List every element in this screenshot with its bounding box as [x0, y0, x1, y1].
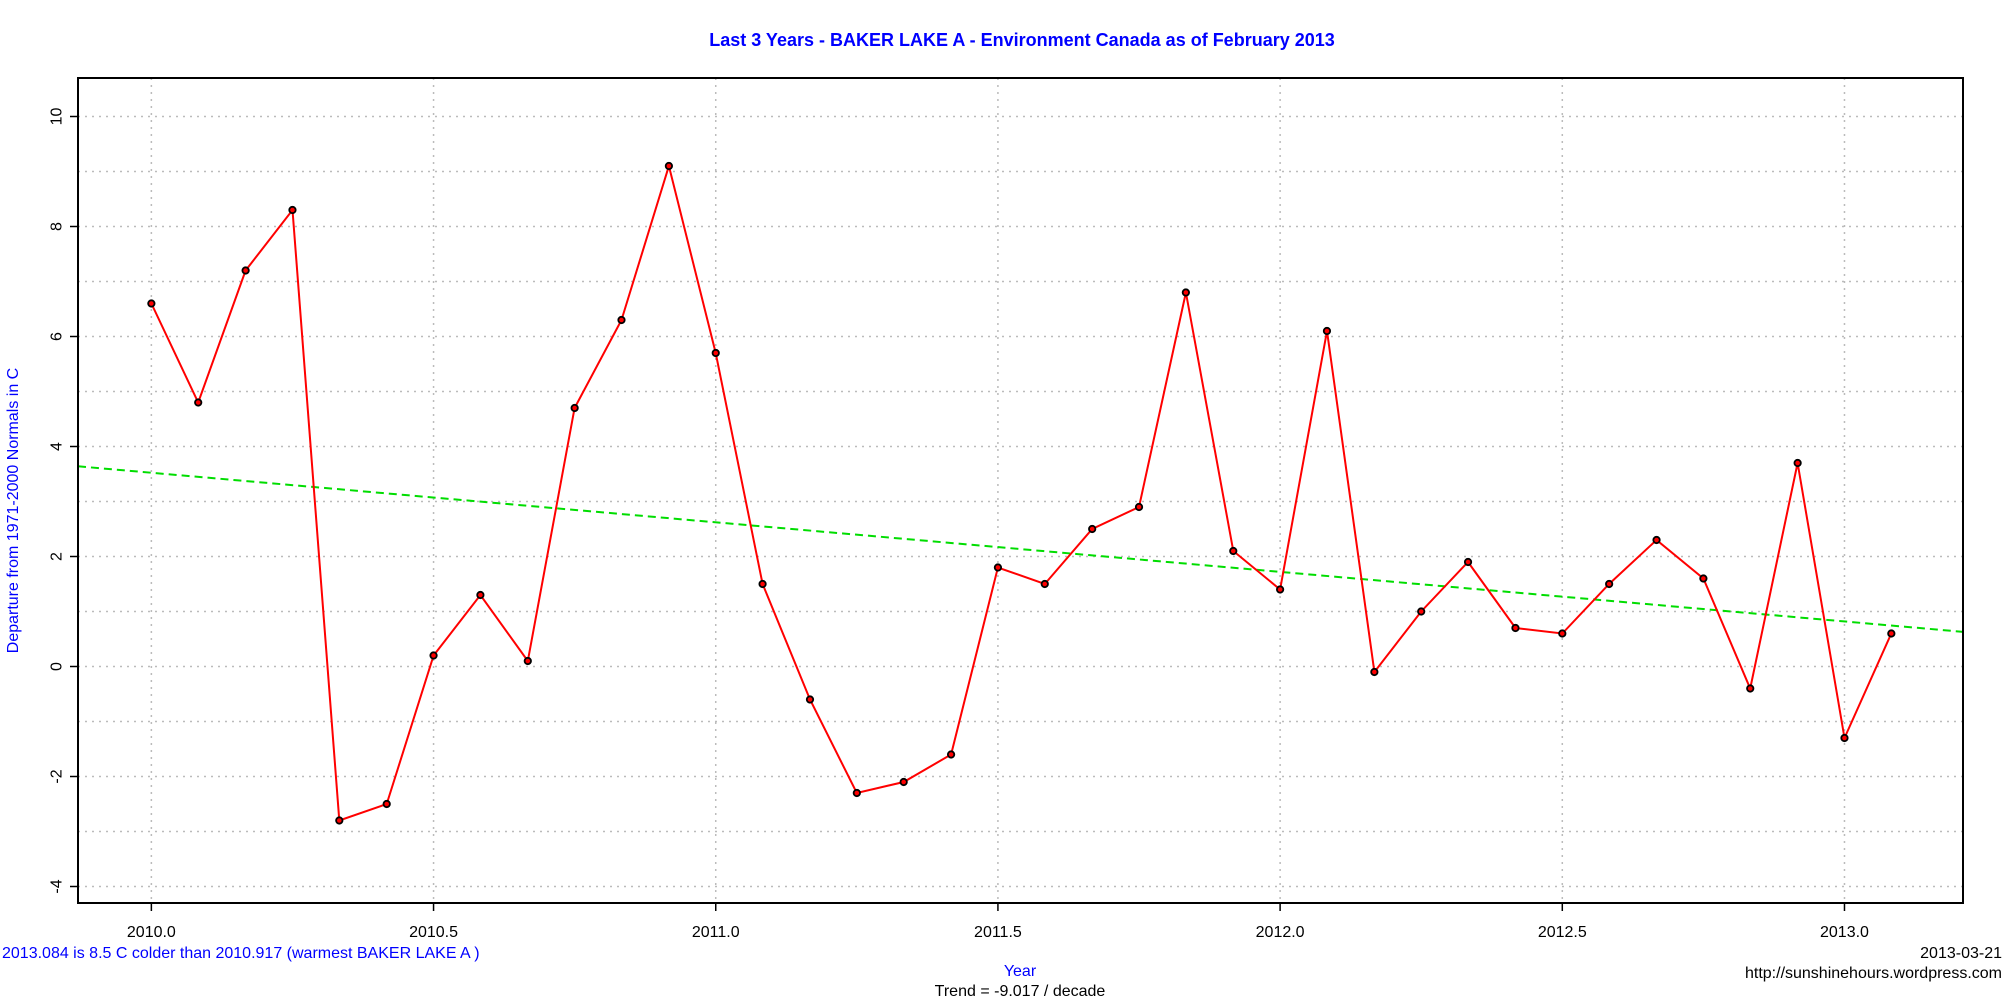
data-point-18: [993, 563, 1003, 572]
y-tick-label-0: -4: [49, 879, 66, 893]
chart-title: Last 3 Years - BAKER LAKE A - Environmen…: [709, 30, 1335, 50]
date-label: 2013-03-21: [1920, 945, 2002, 962]
data-point-0: [147, 299, 156, 308]
x-axis-label: Year: [1004, 963, 1037, 980]
y-tick-label-5: 6: [49, 332, 66, 341]
data-point-33: [1699, 574, 1708, 583]
y-tick-label-3: 2: [49, 552, 66, 561]
data-point-7: [476, 590, 485, 600]
data-point-13: [758, 579, 767, 589]
data-point-10: [617, 315, 626, 325]
data-point-12: [711, 348, 720, 358]
x-tick-label-1: 2010.5: [409, 924, 458, 941]
data-point-28: [1463, 557, 1473, 567]
x-tick-label-6: 2013.0: [1820, 924, 1869, 941]
trend-line-group: [77, 465, 1964, 633]
data-point-5: [382, 799, 391, 809]
data-point-26: [1370, 667, 1379, 677]
data-point-19: [1040, 579, 1049, 589]
data-point-21: [1134, 502, 1144, 512]
x-tick-label-5: 2012.5: [1538, 924, 1587, 941]
data-point-23: [1229, 546, 1238, 556]
x-tick-label-4: 2012.0: [1256, 924, 1305, 941]
x-tick-label-3: 2011.5: [974, 924, 1022, 941]
y-tick-label-7: 10: [49, 108, 66, 126]
series-group: [150, 162, 1893, 822]
data-point-25: [1322, 326, 1332, 336]
data-point-24: [1276, 585, 1285, 594]
data-point-32: [1652, 535, 1661, 545]
data-point-20: [1088, 524, 1097, 534]
x-tick-label-0: 2010.0: [127, 924, 176, 941]
data-point-2: [241, 266, 250, 275]
data-point-35: [1793, 458, 1802, 468]
series-line: [150, 162, 1893, 822]
grid: [78, 78, 1963, 903]
warmest-comparison-note: 2013.084 is 8.5 C colder than 2010.917 (…: [2, 945, 480, 962]
data-point-6: [429, 651, 438, 660]
trend-label: Trend = -9.017 / decade: [935, 983, 1106, 1000]
data-point-22: [1181, 288, 1190, 297]
data-point-37: [1887, 629, 1896, 638]
data-point-9: [570, 403, 579, 413]
data-point-8: [523, 656, 532, 666]
plot-frame: [77, 77, 1964, 904]
axes: 2010.0 2010.5 2011.0 2011.5 2012.0 2012.5 2013…: [49, 108, 1869, 942]
y-tick-label-4: 4: [49, 442, 66, 451]
data-point-27: [1417, 607, 1426, 616]
x-tick-label-2: 2011.0: [692, 924, 740, 941]
data-point-31: [1605, 579, 1614, 589]
data-point-4: [335, 816, 344, 825]
data-point-15: [852, 788, 861, 798]
data-point-14: [805, 695, 815, 704]
data-point-16: [899, 777, 908, 787]
trend-line: [77, 465, 1964, 633]
source-url: http://sunshinehours.wordpress.com: [1745, 965, 2002, 982]
y-tick-label-1: -2: [49, 769, 66, 783]
data-point-34: [1746, 684, 1755, 693]
data-point-30: [1558, 629, 1567, 638]
data-point-29: [1511, 623, 1520, 633]
data-point-11: [664, 161, 673, 171]
y-axis-label: Departure from 1971-2000 Normals in C: [5, 368, 22, 653]
y-tick-label-2: 0: [49, 662, 66, 671]
data-point-36: [1840, 733, 1849, 743]
points-group: [147, 161, 1896, 825]
data-point-3: [288, 205, 297, 215]
y-tick-label-6: 8: [49, 222, 66, 231]
data-point-17: [946, 750, 956, 759]
data-point-1: [194, 398, 203, 407]
